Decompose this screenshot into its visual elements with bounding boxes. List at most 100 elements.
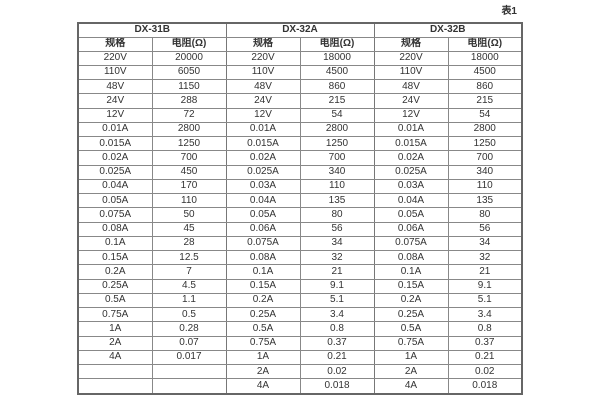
table-cell: 24V: [373, 93, 449, 109]
table-cell: 34: [447, 235, 523, 252]
table-cell: 110: [447, 178, 523, 195]
spec-column-header-dx-32a: 规格: [225, 36, 301, 52]
table-row: 1A 0.28 0.5A 0.8 0.5A 0.8: [77, 321, 523, 337]
table-cell: 0.8: [447, 321, 523, 337]
table-cell: 0.01A: [225, 121, 301, 138]
table-cell: 9.1: [447, 278, 523, 294]
table-cell: 0.025A: [225, 164, 301, 180]
table-row: 2A 0.02 2A 0.02: [77, 363, 523, 380]
table-cell: 1A: [77, 321, 153, 337]
table-cell: 2800: [299, 121, 375, 138]
table-cell: 0.017: [151, 349, 227, 366]
table-cell: 72: [151, 107, 227, 123]
table-cell: 0.075A: [77, 207, 153, 223]
table-cell: 56: [299, 221, 375, 237]
resistance-spec-table: DX-31B DX-32A DX-32B 规格 电阻(Ω) 规格 电阻(Ω) 规…: [77, 22, 523, 395]
table-cell: 1150: [151, 78, 227, 95]
table-cell: 110: [151, 192, 227, 209]
table-row: 0.025A 450 0.025A 340 0.025A 340: [77, 164, 523, 180]
table-cell: 0.075A: [225, 235, 301, 252]
table-cell: 288: [151, 93, 227, 109]
table-cell: 0.15A: [225, 278, 301, 294]
table-caption: 表1: [501, 6, 517, 17]
table-cell: 12.5: [151, 249, 227, 266]
table-cell: 1250: [151, 135, 227, 152]
table-cell: 220V: [225, 50, 301, 66]
table-cell: 2A: [77, 335, 153, 351]
table-cell: 0.1A: [77, 235, 153, 252]
table-cell: 0.015A: [225, 135, 301, 152]
table-cell: 2A: [373, 363, 449, 380]
table-cell: 0.15A: [373, 278, 449, 294]
table-cell: 0.075A: [373, 235, 449, 252]
table-cell: 0.04A: [225, 192, 301, 209]
table-cell: 2800: [151, 121, 227, 138]
table-cell: 110V: [373, 64, 449, 81]
table-row: 48V 1150 48V 860 48V 860: [77, 78, 523, 95]
table-cell: 0.37: [299, 335, 375, 351]
table-cell: 45: [151, 221, 227, 237]
table-cell: 50: [151, 207, 227, 223]
table-cell: 860: [447, 78, 523, 95]
table-cell: 1.1: [151, 292, 227, 309]
table-cell: 2800: [447, 121, 523, 138]
table-cell: 0.05A: [373, 207, 449, 223]
table-row: 220V 20000 220V 18000 220V 18000: [77, 50, 523, 66]
table-cell: 21: [299, 264, 375, 280]
table-cell: 110: [299, 178, 375, 195]
table-cell: 12V: [225, 107, 301, 123]
table-cell: [151, 363, 227, 380]
table-cell: 0.04A: [373, 192, 449, 209]
table-cell: 0.03A: [373, 178, 449, 195]
table-cell: 0.08A: [77, 221, 153, 237]
table-cell: 0.2A: [373, 292, 449, 309]
table-cell: [77, 363, 153, 380]
table-cell: 0.37: [447, 335, 523, 351]
group-header-dx-32a: DX-32A: [225, 22, 375, 38]
table-cell: 48V: [225, 78, 301, 95]
table-row: 0.075A 50 0.05A 80 0.05A 80: [77, 207, 523, 223]
table-cell: 110V: [225, 64, 301, 81]
table-body: 220V 20000 220V 18000 220V 18000 110V 6050 110V 4…: [77, 50, 523, 395]
table-cell: 4.5: [151, 278, 227, 294]
table-cell: 0.25A: [225, 306, 301, 323]
table-cell: 24V: [225, 93, 301, 109]
table-cell: 80: [447, 207, 523, 223]
table-cell: 48V: [373, 78, 449, 95]
group-header-dx-32b: DX-32B: [373, 22, 523, 38]
table-cell: 220V: [373, 50, 449, 66]
table-cell: [151, 378, 227, 395]
resistance-column-header-dx-31b: 电阻(Ω): [151, 36, 227, 52]
table-cell: 2A: [225, 363, 301, 380]
table-row: 0.04A 170 0.03A 110 0.03A 110: [77, 178, 523, 195]
table-cell: 0.1A: [225, 264, 301, 280]
table-cell: [77, 378, 153, 395]
table-cell: 0.03A: [225, 178, 301, 195]
table-cell: 700: [151, 150, 227, 166]
table-cell: 54: [299, 107, 375, 123]
table-row: 0.15A 12.5 0.08A 32 0.08A 32: [77, 249, 523, 266]
table-cell: 700: [299, 150, 375, 166]
table-cell: 4A: [373, 378, 449, 395]
table-cell: 215: [447, 93, 523, 109]
table-header: DX-31B DX-32A DX-32B 规格 电阻(Ω) 规格 电阻(Ω) 规…: [77, 22, 523, 52]
table-cell: 0.025A: [373, 164, 449, 180]
table-cell: 0.5A: [77, 292, 153, 309]
table-cell: 3.4: [447, 306, 523, 323]
table-cell: 4500: [447, 64, 523, 81]
table-cell: 3.4: [299, 306, 375, 323]
table-row: 0.01A 2800 0.01A 2800 0.01A 2800: [77, 121, 523, 138]
table-cell: 170: [151, 178, 227, 195]
table-row: 0.015A 1250 0.015A 1250 0.015A 1250: [77, 135, 523, 152]
table-row: 2A 0.07 0.75A 0.37 0.75A 0.37: [77, 335, 523, 351]
table-cell: 0.05A: [225, 207, 301, 223]
table-row: 110V 6050 110V 4500 110V 4500: [77, 64, 523, 81]
table-cell: 0.5A: [373, 321, 449, 337]
table-cell: 0.75A: [373, 335, 449, 351]
table-cell: 0.75A: [77, 306, 153, 323]
table-cell: 28: [151, 235, 227, 252]
table-row: 0.1A 28 0.075A 34 0.075A 34: [77, 235, 523, 252]
table-cell: 0.21: [299, 349, 375, 366]
table-cell: 6050: [151, 64, 227, 81]
table-row: 4A 0.017 1A 0.21 1A 0.21: [77, 349, 523, 366]
